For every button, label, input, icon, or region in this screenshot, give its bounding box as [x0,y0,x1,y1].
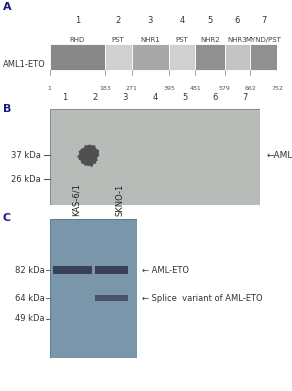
Text: 2: 2 [92,93,97,102]
Bar [169,45,195,70]
Text: NHR1: NHR1 [140,37,160,43]
Text: 2: 2 [116,16,121,25]
Text: KAS-6/1: KAS-6/1 [72,183,81,216]
Bar [95,295,128,301]
Text: 6: 6 [235,16,240,25]
Text: 64 kDa: 64 kDa [15,294,44,303]
Text: PST: PST [176,37,189,43]
Text: A: A [3,2,12,12]
Text: 1: 1 [48,86,52,91]
Text: ← AML-ETO: ← AML-ETO [142,266,189,275]
Text: 7: 7 [261,16,266,25]
Text: AML1-ETO: AML1-ETO [3,60,46,69]
Text: MYND/PST: MYND/PST [246,37,282,43]
Text: 49 kDa: 49 kDa [15,314,44,323]
Bar [195,45,225,70]
Text: SKNO-1: SKNO-1 [115,184,124,216]
Text: 662: 662 [244,86,256,91]
Text: 1: 1 [75,16,80,25]
Bar [131,45,169,70]
Text: 3: 3 [148,16,153,25]
Text: PST: PST [112,37,125,43]
Text: 1: 1 [62,93,67,102]
Text: 3: 3 [122,93,127,102]
Text: 481: 481 [189,86,201,91]
Text: 82 kDa: 82 kDa [15,266,44,275]
Bar [50,45,105,70]
Text: 579: 579 [219,86,231,91]
Text: 752: 752 [272,86,283,91]
Text: ←AML-ETO: ←AML-ETO [266,151,292,160]
Text: 271: 271 [126,86,138,91]
Bar [250,45,277,70]
Text: 4: 4 [152,93,157,102]
Text: 4: 4 [180,16,185,25]
Text: 7: 7 [242,93,248,102]
Text: ← Splice  variant of AML-ETO: ← Splice variant of AML-ETO [142,294,262,303]
Text: 26 kDa: 26 kDa [11,175,41,184]
Text: NHR2: NHR2 [200,37,220,43]
Text: C: C [3,213,11,223]
Bar [95,266,128,274]
Text: RHD: RHD [69,37,85,43]
Bar [53,266,92,274]
Text: 395: 395 [163,86,175,91]
PathPatch shape [77,144,100,167]
Text: 5: 5 [182,93,187,102]
Text: 6: 6 [212,93,218,102]
Text: B: B [3,104,11,114]
Text: 183: 183 [99,86,111,91]
Text: 5: 5 [207,16,213,25]
Text: 37 kDa: 37 kDa [11,151,41,160]
Bar [105,45,131,70]
Text: NHR3: NHR3 [228,37,247,43]
Bar [225,45,250,70]
